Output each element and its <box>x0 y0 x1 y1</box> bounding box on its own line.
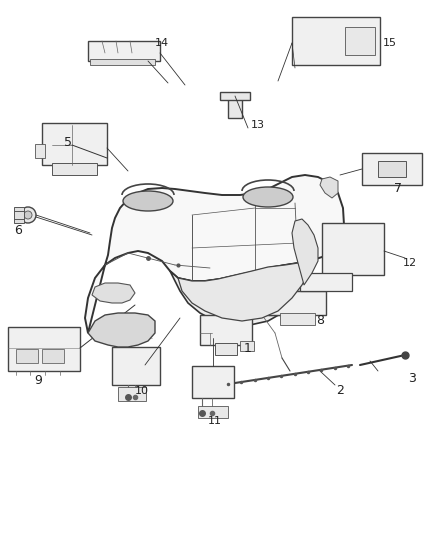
Bar <box>268 291 326 315</box>
Ellipse shape <box>123 191 173 211</box>
Bar <box>118 387 146 401</box>
Bar <box>52 163 97 175</box>
Circle shape <box>24 211 32 219</box>
Bar <box>300 273 352 291</box>
Bar <box>322 223 384 275</box>
Text: 11: 11 <box>208 416 222 426</box>
Circle shape <box>331 237 339 245</box>
Text: 15: 15 <box>383 38 397 48</box>
Bar <box>362 153 422 185</box>
Bar <box>292 17 380 65</box>
Bar <box>220 92 250 100</box>
Circle shape <box>294 19 302 27</box>
Circle shape <box>312 35 324 47</box>
Bar <box>90 59 155 65</box>
Circle shape <box>20 207 36 223</box>
Text: 6: 6 <box>14 224 22 238</box>
Bar <box>192 366 234 398</box>
Circle shape <box>306 29 330 53</box>
Bar <box>262 297 302 315</box>
Circle shape <box>294 55 302 63</box>
Text: 3: 3 <box>408 372 416 384</box>
Circle shape <box>370 19 378 27</box>
Polygon shape <box>178 263 310 321</box>
Text: 14: 14 <box>155 38 169 48</box>
Text: 8: 8 <box>316 314 324 327</box>
Bar <box>215 343 237 355</box>
Ellipse shape <box>243 187 293 207</box>
Circle shape <box>357 256 367 266</box>
Bar <box>16 349 38 363</box>
Circle shape <box>315 38 321 44</box>
Text: 10: 10 <box>135 386 149 396</box>
Bar <box>14 207 24 223</box>
Bar <box>112 347 160 385</box>
Polygon shape <box>85 175 344 333</box>
Bar <box>35 144 45 158</box>
Polygon shape <box>292 219 318 285</box>
Bar <box>280 313 315 325</box>
Text: 7: 7 <box>394 182 402 196</box>
Bar <box>345 27 375 55</box>
Circle shape <box>330 256 340 266</box>
Polygon shape <box>170 261 310 325</box>
Circle shape <box>366 165 374 173</box>
Bar <box>240 341 254 351</box>
Text: 5: 5 <box>64 136 72 149</box>
Circle shape <box>370 55 378 63</box>
Polygon shape <box>92 283 135 303</box>
Text: 13: 13 <box>251 120 265 130</box>
Bar <box>42 123 107 165</box>
Text: 9: 9 <box>34 375 42 387</box>
Polygon shape <box>320 177 338 198</box>
Text: 12: 12 <box>403 258 417 268</box>
Text: 2: 2 <box>336 384 344 397</box>
Circle shape <box>398 165 406 173</box>
Bar <box>42 349 64 363</box>
Bar <box>8 327 80 371</box>
Text: 1: 1 <box>244 342 252 354</box>
Polygon shape <box>212 285 268 305</box>
Bar <box>198 406 228 418</box>
Bar <box>378 161 406 177</box>
Polygon shape <box>88 313 155 347</box>
Circle shape <box>358 237 366 245</box>
Bar <box>200 315 252 345</box>
Bar <box>88 41 160 61</box>
Bar <box>228 96 242 118</box>
